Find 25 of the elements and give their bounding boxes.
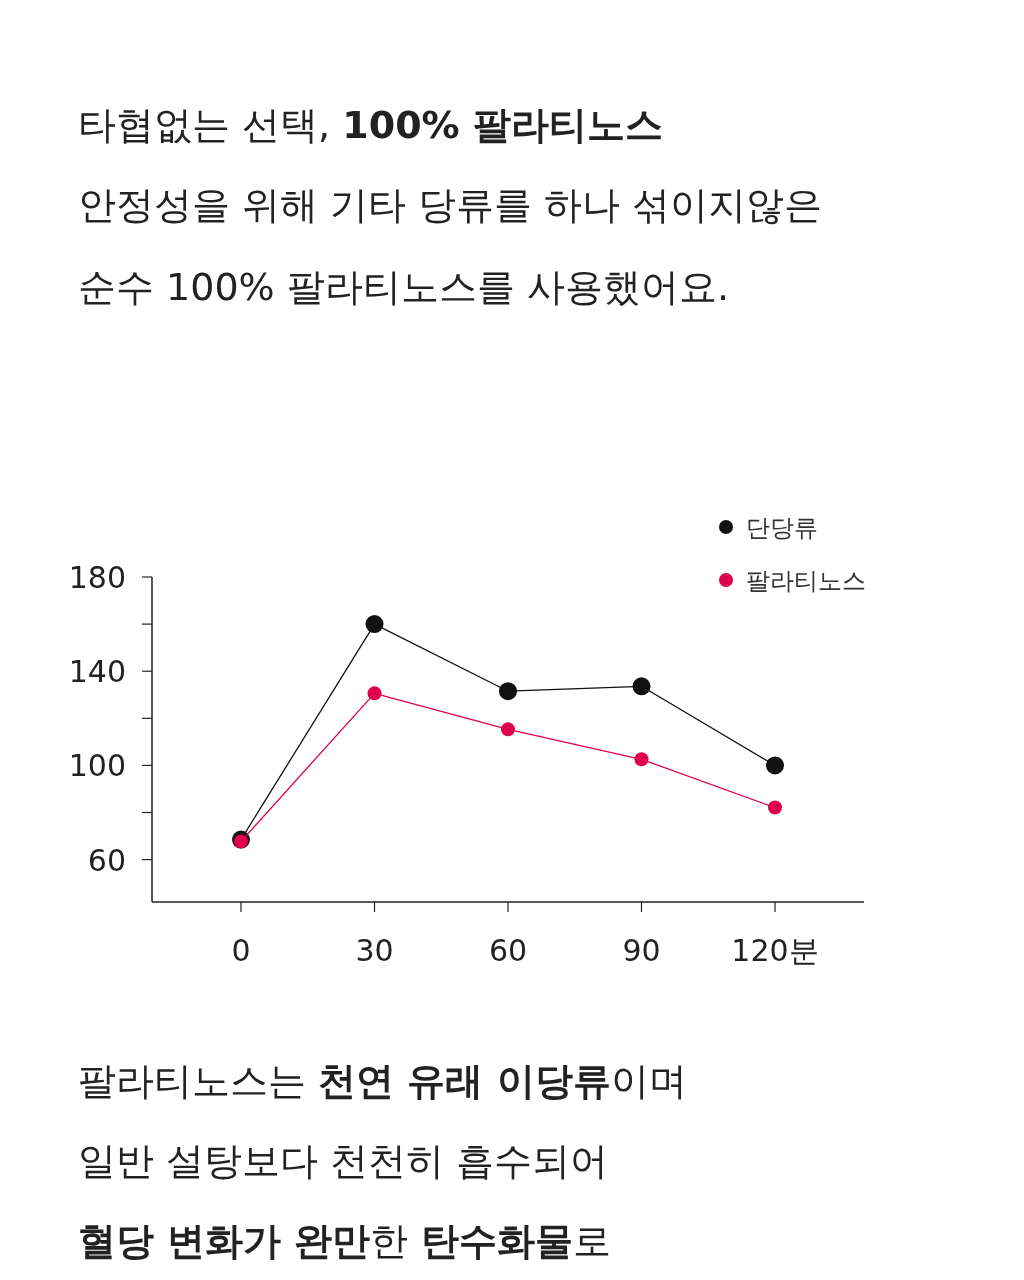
y-tick-label: 60 — [87, 842, 126, 878]
point — [501, 722, 515, 737]
y-tick-label: 140 — [68, 654, 126, 690]
x-tick-label: 120분 — [731, 933, 819, 968]
point — [632, 677, 651, 696]
point — [234, 834, 248, 849]
x-tick-label: 90 — [622, 933, 661, 968]
legend-label: 팔라티노스 — [746, 567, 866, 595]
point — [768, 800, 782, 815]
point — [634, 752, 649, 767]
point — [367, 686, 382, 701]
text: 혈당 변화가 완만한 탄수화물로 — [78, 1219, 611, 1263]
point — [499, 682, 517, 701]
legend-label: 단당류 — [746, 514, 818, 542]
point — [365, 615, 384, 634]
point — [766, 756, 784, 775]
chart-title: 타협없는 선택, 100% 팔라티노스 — [78, 103, 663, 147]
text: 팔라티노스는 천연 유래 이당류이며 — [78, 1059, 687, 1103]
x-tick-label: 30 — [355, 933, 394, 968]
y-tick-label: 100 — [68, 748, 126, 784]
x-tick-label: 60 — [488, 933, 528, 968]
chart-subtitle: 안정성을 위해 기타 당류를 하나 섞이지않은 순수 100% 팔라티노스를 사용했어요. — [78, 183, 823, 309]
x-tick-label: 0 — [231, 933, 251, 968]
text: 일반 설탕보다 천천히 흡수되어 — [78, 1139, 609, 1183]
y-tick-label: 180 — [68, 560, 126, 595]
